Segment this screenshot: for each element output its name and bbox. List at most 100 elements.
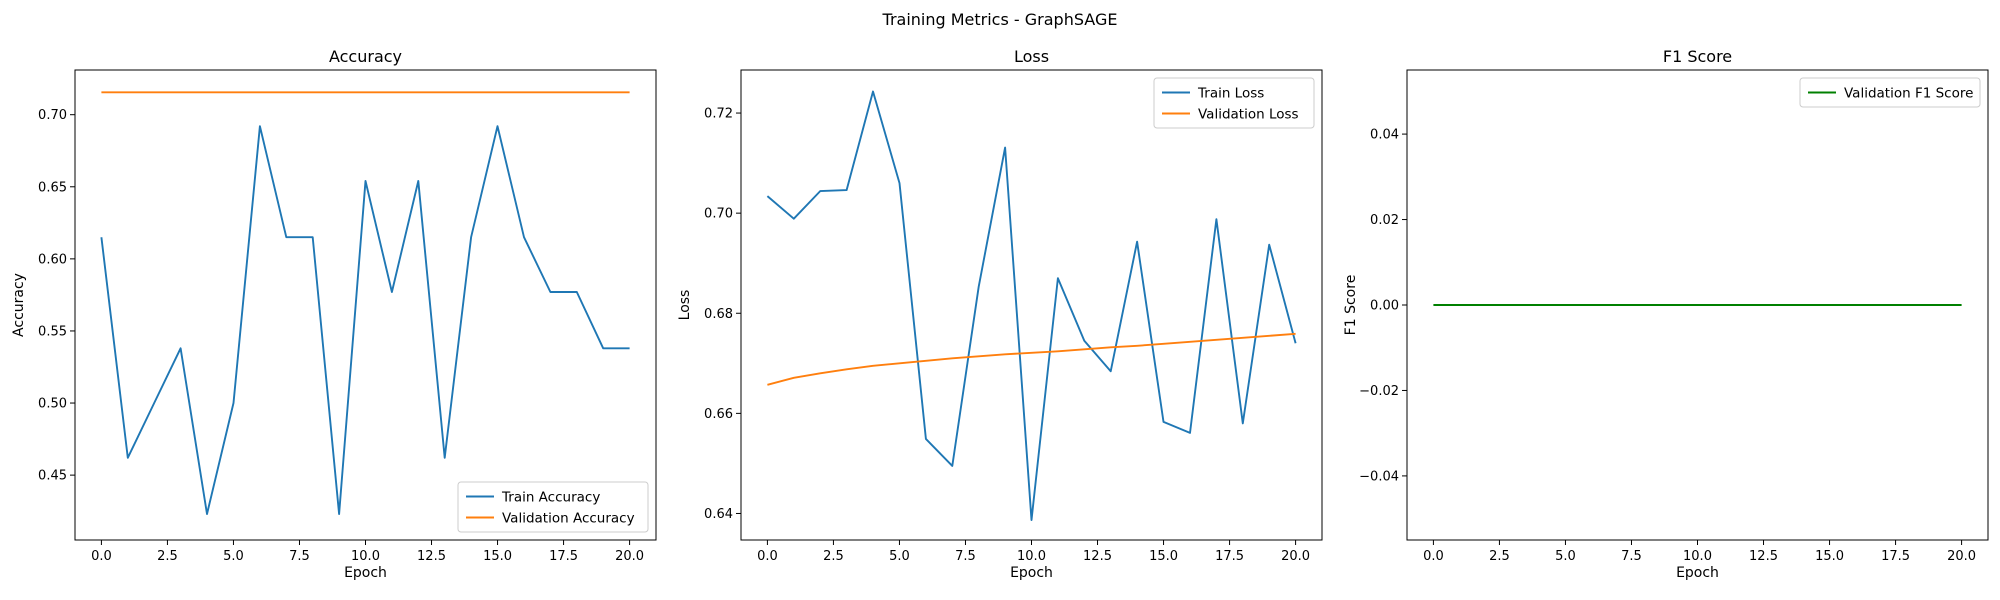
data-point-validation-accuracy-19 — [603, 92, 604, 93]
data-point-train-accuracy-1 — [127, 457, 128, 458]
data-point-validation-accuracy-3 — [180, 92, 181, 93]
plot-lines-accuracy — [100, 91, 630, 515]
data-point-train-loss-15 — [1163, 421, 1164, 422]
data-point-train-accuracy-15 — [497, 126, 498, 127]
x-tick-label-accuracy: 0.0 — [91, 549, 112, 564]
data-point-validation-f1-score-3 — [1512, 304, 1513, 305]
subplots: Accuracy 0.0 2.5 5.0 7.5 10.0 12.5 15.0 17.5 20.0… — [11, 47, 1989, 581]
data-point-train-loss-4 — [872, 91, 873, 92]
data-point-validation-loss-11 — [1057, 351, 1058, 352]
data-point-validation-accuracy-0 — [101, 92, 102, 93]
data-point-validation-f1-score-4 — [1538, 304, 1539, 305]
legend-loss: Train Loss Validation Loss — [1153, 77, 1315, 129]
data-point-validation-f1-score-17 — [1882, 304, 1883, 305]
data-point-validation-f1-score-1 — [1459, 304, 1460, 305]
x-tick-label-f1: 17.5 — [1881, 549, 1910, 564]
data-point-validation-accuracy-5 — [233, 92, 234, 93]
series-line-validation-loss — [767, 332, 1296, 386]
x-tick-label-loss: 12.5 — [1083, 549, 1112, 564]
data-point-validation-f1-score-7 — [1618, 304, 1619, 305]
legend-box-f1 — [1799, 77, 1981, 108]
x-tick-label-accuracy: 20.0 — [615, 549, 644, 564]
data-point-train-accuracy-18 — [576, 291, 577, 292]
series-line-train-accuracy — [100, 125, 630, 515]
x-tick-label-f1: 2.5 — [1489, 549, 1510, 564]
data-point-validation-loss-9 — [1005, 354, 1006, 355]
x-tick-label-f1: 7.5 — [1621, 549, 1642, 564]
data-point-train-accuracy-0 — [101, 237, 102, 238]
data-point-train-accuracy-10 — [365, 180, 366, 181]
x-axis-label-accuracy: Epoch — [344, 565, 387, 581]
data-point-train-accuracy-8 — [312, 237, 313, 238]
data-point-validation-f1-score-19 — [1935, 304, 1936, 305]
x-tick-label-loss: 5.0 — [889, 549, 910, 564]
data-point-validation-loss-12 — [1084, 349, 1085, 350]
data-point-train-accuracy-11 — [391, 291, 392, 292]
data-point-train-loss-7 — [952, 465, 953, 466]
data-point-train-loss-2 — [820, 191, 821, 192]
y-tick-label-loss: 0.72 — [704, 107, 733, 122]
data-point-train-loss-8 — [978, 286, 979, 287]
data-point-train-loss-14 — [1137, 241, 1138, 242]
data-point-train-accuracy-17 — [550, 291, 551, 292]
x-tick-label-loss: 2.5 — [823, 549, 844, 564]
data-point-validation-accuracy-9 — [339, 92, 340, 93]
data-point-validation-f1-score-20 — [1961, 304, 1962, 305]
plot-lines-f1 — [1433, 304, 1962, 306]
y-tick-label-f1: −0.02 — [1359, 384, 1399, 399]
y-tick-label-loss: 0.66 — [704, 407, 733, 422]
x-axis-label-f1: Epoch — [1676, 565, 1719, 581]
data-point-validation-accuracy-10 — [365, 92, 366, 93]
data-point-train-accuracy-14 — [471, 237, 472, 238]
data-point-validation-accuracy-4 — [206, 92, 207, 93]
x-tick-label-f1: 20.0 — [1947, 549, 1976, 564]
data-point-validation-loss-1 — [793, 377, 794, 378]
data-point-train-loss-20 — [1295, 343, 1296, 344]
data-point-validation-f1-score-8 — [1644, 304, 1645, 305]
data-point-validation-loss-20 — [1295, 333, 1296, 334]
x-tick-label-loss: 10.0 — [1017, 549, 1046, 564]
x-tick-label-accuracy: 7.5 — [289, 549, 310, 564]
x-tick-label-f1: 10.0 — [1683, 549, 1712, 564]
data-point-train-accuracy-6 — [259, 126, 260, 127]
data-point-validation-f1-score-14 — [1803, 304, 1804, 305]
x-tick-label-f1: 5.0 — [1555, 549, 1576, 564]
data-point-validation-f1-score-11 — [1723, 304, 1724, 305]
y-tick-label-f1: 0.04 — [1370, 128, 1399, 143]
subplot-title-f1: F1 Score — [1663, 47, 1732, 66]
data-point-validation-f1-score-10 — [1697, 304, 1698, 305]
x-tick-label-loss: 0.0 — [757, 549, 778, 564]
data-point-validation-accuracy-16 — [523, 92, 524, 93]
data-point-validation-accuracy-13 — [444, 92, 445, 93]
data-point-train-accuracy-20 — [629, 348, 630, 349]
y-tick-label-f1: 0.00 — [1370, 299, 1399, 314]
x-tick-label-accuracy: 10.0 — [351, 549, 380, 564]
x-tick-label-loss: 7.5 — [955, 549, 976, 564]
subplot-loss: Loss 0.0 2.5 5.0 7.5 10.0 12.5 15.0 17.5 20.0 0.64… — [677, 47, 1323, 581]
x-tick-label-loss: 17.5 — [1215, 549, 1244, 564]
data-point-train-loss-0 — [767, 196, 768, 197]
legend-box-accuracy — [457, 481, 649, 533]
data-point-validation-f1-score-6 — [1591, 304, 1592, 305]
y-tick-label-f1: 0.02 — [1370, 213, 1399, 228]
plot-lines-loss — [766, 90, 1297, 521]
data-point-train-accuracy-5 — [233, 402, 234, 403]
data-point-validation-f1-score-16 — [1855, 304, 1856, 305]
y-tick-label-loss: 0.68 — [704, 307, 733, 322]
data-point-validation-loss-16 — [1189, 341, 1190, 342]
y-tick-label-accuracy: 0.50 — [38, 397, 67, 412]
data-point-validation-accuracy-8 — [312, 92, 313, 93]
data-point-validation-accuracy-15 — [497, 92, 498, 93]
data-point-validation-accuracy-20 — [629, 92, 630, 93]
data-point-validation-accuracy-1 — [127, 92, 128, 93]
data-point-train-accuracy-19 — [603, 348, 604, 349]
figure-suptitle: Training Metrics - GraphSAGE — [882, 10, 1118, 29]
subplot-title-loss: Loss — [1014, 47, 1049, 66]
y-tick-label-f1: −0.04 — [1359, 469, 1399, 484]
legend-label-validation-f1-score: Validation F1 Score — [1844, 86, 1973, 102]
data-point-train-loss-13 — [1110, 371, 1111, 372]
legend-label-train-accuracy: Train Accuracy — [501, 490, 600, 506]
subplot-f1: F1 Score 0.0 2.5 5.0 7.5 10.0 12.5 15.0 17.5 20.0… — [1343, 47, 1989, 581]
series-line-train-loss — [766, 90, 1297, 521]
